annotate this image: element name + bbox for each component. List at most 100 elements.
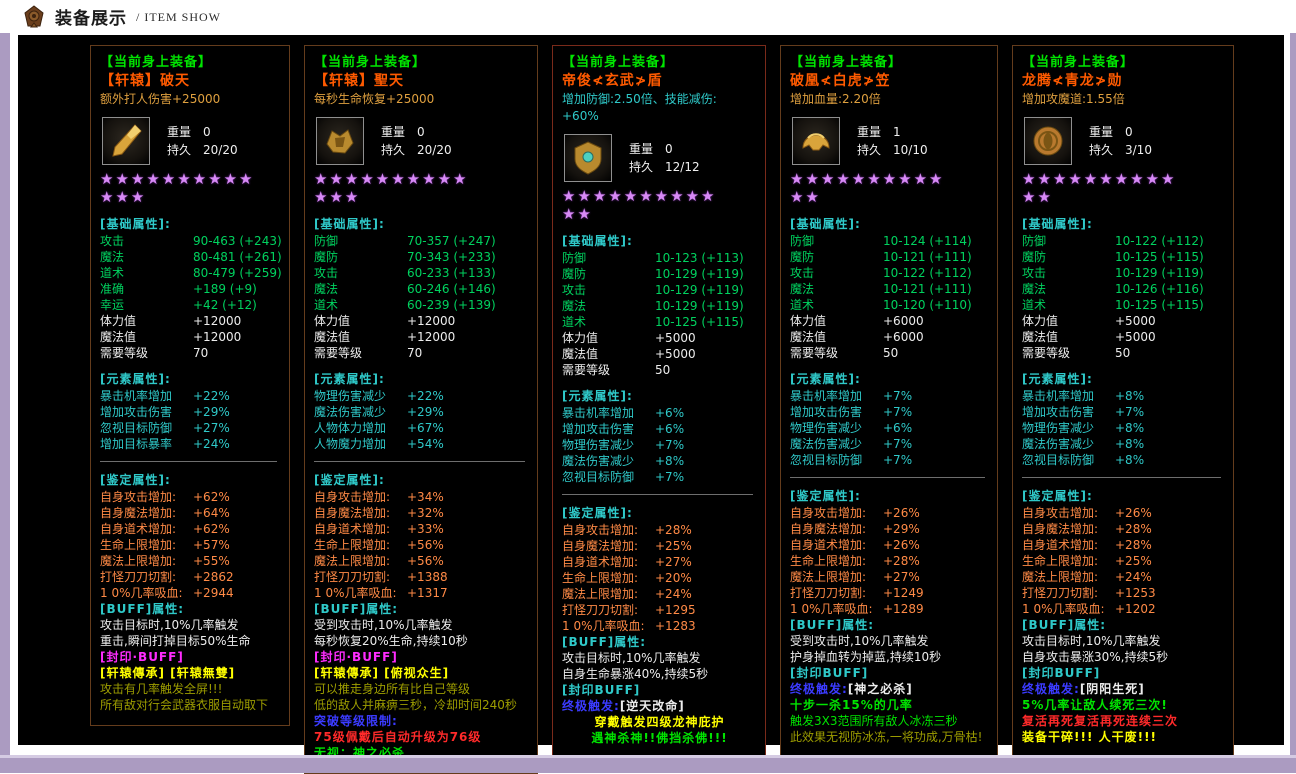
- weight-row: 重量 0: [381, 123, 452, 141]
- durability-row: 持久 20/20: [167, 141, 238, 159]
- stat-row: 暴击机率增加 +6%: [562, 405, 757, 421]
- base-attrs-header: [基础属性]:: [100, 217, 171, 231]
- stat-row: 生命上限增加: +56%: [314, 537, 529, 553]
- stat-label: 自身攻击增加:: [790, 506, 867, 520]
- stat-row: 魔法伤害减少 +29%: [314, 404, 529, 420]
- stat-label: 1 0%几率吸血:: [100, 586, 183, 600]
- item-icon-row: 重量 0 持久 3/10: [1024, 117, 1225, 165]
- stat-row: 防御 10-122 (+112): [1022, 233, 1225, 249]
- stat-row: 生命上限增加: +20%: [562, 570, 757, 586]
- stat-row: 1 0%几率吸血: +2944: [100, 585, 281, 601]
- sword-icon[interactable]: [102, 117, 150, 165]
- stat-row: 道术 10-120 (+110): [790, 297, 989, 313]
- stat-label: 自身道术增加:: [562, 555, 639, 569]
- stat-value: 10-124 (+114): [883, 234, 972, 248]
- stat-row: 物理伤害减少 +8%: [1022, 420, 1225, 436]
- stat-value: +27%: [193, 421, 230, 435]
- stat-row: 魔法上限增加: +27%: [790, 569, 989, 585]
- stat-row: 防御 10-124 (+114): [790, 233, 989, 249]
- stat-label: 忽视目标防御: [100, 421, 173, 435]
- stat-label: 防御: [790, 234, 815, 248]
- buff-text: [BUFF]属性:: [562, 635, 647, 649]
- durability-row: 持久 10/10: [857, 141, 928, 159]
- stat-row: 攻击 60-233 (+133): [314, 265, 529, 281]
- stat-row: 增加目标暴率 +24%: [100, 436, 281, 452]
- stat-row: 自身魔法增加: +32%: [314, 505, 529, 521]
- item-show-icon: [22, 4, 46, 29]
- item-cards-row: 【当前身上装备】 【轩辕】破天 额外打人伤害+25000 重量 0 持久 20/20 ★★★★…: [18, 35, 1284, 774]
- stat-label: 防御: [562, 251, 587, 265]
- stat-value: +8%: [1115, 421, 1145, 435]
- stat-row: 自身魔法增加: +64%: [100, 505, 281, 521]
- stat-row: 自身攻击增加: +62%: [100, 489, 281, 505]
- page-title: 装备展示: [55, 9, 127, 28]
- item-effect-line: 每秒生命恢复+25000: [314, 92, 435, 106]
- buff-text: [封印·BUFF]: [100, 650, 184, 664]
- buff-text: 触发3X3范围所有敌人冰冻三秒: [790, 714, 958, 728]
- buff-text: 攻击有几率触发全屏!!!: [100, 682, 223, 696]
- stat-value: +1295: [655, 603, 696, 617]
- weight-value: 0: [1125, 125, 1133, 139]
- durability-value: 20/20: [417, 143, 452, 157]
- stat-row: 道术 80-479 (+259): [100, 265, 282, 281]
- buff-line: 穿戴触发四级龙神庇护: [562, 714, 757, 730]
- stat-row: 魔防 10-129 (+119): [562, 266, 757, 282]
- stat-value: +7%: [883, 437, 913, 451]
- stat-row: 1 0%几率吸血: +1289: [790, 601, 989, 617]
- stat-label: 人物魔力增加: [314, 437, 387, 451]
- stat-row: 忽视目标防御 +7%: [790, 452, 989, 468]
- item-icon-row: 重量 1 持久 10/10: [792, 117, 989, 165]
- buff-line: 护身掉血转为掉蓝,持续10秒: [790, 649, 989, 665]
- buff-text: 终极触发:: [790, 682, 848, 696]
- stat-value: 70: [193, 346, 209, 360]
- buff-line: 攻击目标时,10%几率触发: [100, 617, 281, 633]
- stat-row: 打怪刀刀切割: +1253: [1022, 585, 1225, 601]
- stat-label: 需要等级: [790, 346, 839, 360]
- stat-label: 魔法伤害减少: [562, 454, 635, 468]
- stat-value: 10-129 (+119): [655, 283, 744, 297]
- stat-label: 打怪刀刀切割:: [100, 570, 177, 584]
- stat-row: 1 0%几率吸血: +1283: [562, 618, 757, 634]
- stat-value: +6%: [655, 422, 685, 436]
- stat-value: 10-126 (+116): [1115, 282, 1204, 296]
- stat-row: 需要等级 70: [100, 345, 281, 361]
- stat-value: +24%: [1115, 570, 1152, 584]
- stat-value: +33%: [407, 522, 444, 536]
- stat-value: +8%: [1115, 437, 1145, 451]
- stat-value: +12000: [407, 330, 456, 344]
- stat-value: +28%: [1115, 522, 1152, 536]
- stat-label: 魔法上限增加:: [314, 554, 391, 568]
- stat-value: 10-121 (+111): [883, 250, 972, 264]
- stat-label: 自身魔法增加:: [314, 506, 391, 520]
- stat-label: 自身攻击增加:: [100, 490, 177, 504]
- buff-line: 装备干碎!!! 人干废!!!: [1022, 729, 1225, 745]
- stat-label: 增加目标暴率: [100, 437, 173, 451]
- stat-row: 准确 +189 (+9): [100, 281, 281, 297]
- identify-attrs-header: [鉴定属性]:: [100, 473, 171, 487]
- shield-icon[interactable]: [564, 134, 612, 182]
- stat-label: 需要等级: [314, 346, 363, 360]
- stat-value: 90-463 (+243): [193, 234, 282, 248]
- stat-label: 自身道术增加:: [1022, 538, 1099, 552]
- buff-line: 自身生命暴涨40%,持续5秒: [562, 666, 757, 682]
- armor-icon[interactable]: [316, 117, 364, 165]
- buff-text: 护身掉血转为掉蓝,持续10秒: [790, 650, 942, 664]
- stat-row: 自身攻击增加: +28%: [562, 522, 757, 538]
- helmet-icon[interactable]: [792, 117, 840, 165]
- medal-icon[interactable]: [1024, 117, 1072, 165]
- stat-value: +56%: [407, 554, 444, 568]
- stat-label: 道术: [100, 266, 125, 280]
- stat-label: 体力值: [1022, 314, 1059, 328]
- buff-line: 攻击目标时,10%几率触发: [1022, 633, 1225, 649]
- stat-value: +28%: [1115, 538, 1152, 552]
- left-frame-strip: [0, 33, 10, 773]
- base-attrs-header: [基础属性]:: [562, 234, 633, 248]
- stat-value: +20%: [655, 571, 692, 585]
- weight-durability: 重量 0 持久 3/10: [1089, 123, 1152, 159]
- item-effect-line: 增加攻魔道:1.55倍: [1022, 92, 1125, 106]
- item-name: 【轩辕】破天: [100, 73, 190, 89]
- buff-text: [BUFF]属性:: [314, 602, 399, 616]
- star-icon: ★★★★★★★★★★: [790, 170, 945, 188]
- buff-line: 终极触发:[神之必杀]: [790, 681, 989, 697]
- item-effect-line: 增加防御:2.50倍、技能减伤: +60%: [562, 92, 717, 123]
